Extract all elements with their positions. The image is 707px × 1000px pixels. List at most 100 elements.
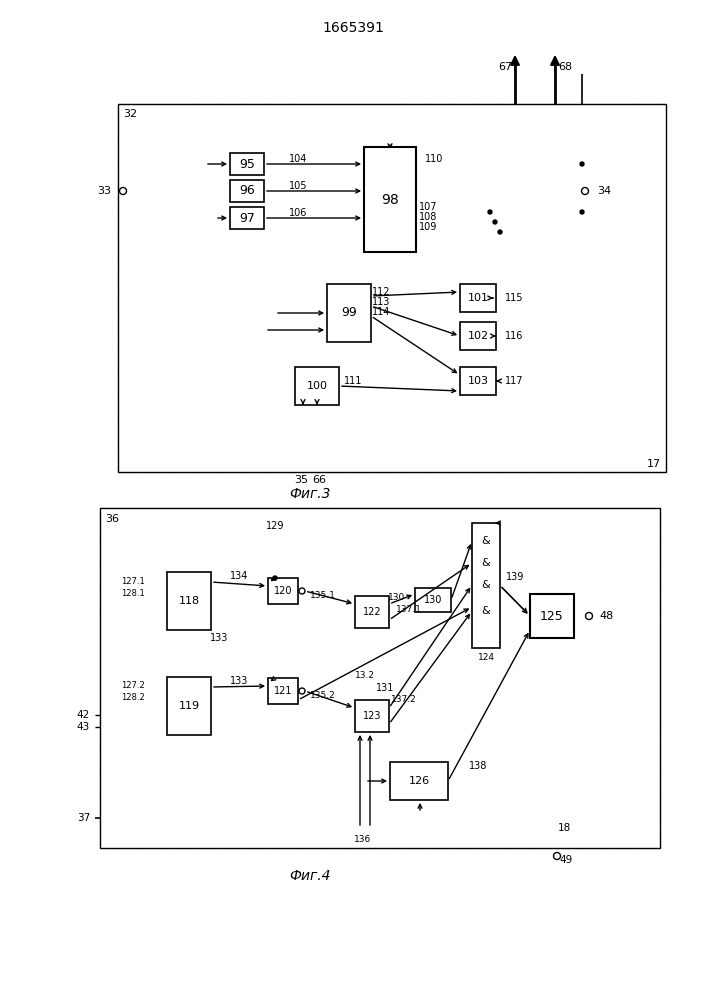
- Text: 118: 118: [178, 596, 199, 606]
- Circle shape: [581, 188, 588, 194]
- Text: 139: 139: [506, 572, 524, 582]
- Text: 18: 18: [557, 823, 571, 833]
- Text: 131: 131: [376, 683, 395, 693]
- Circle shape: [119, 188, 127, 194]
- Bar: [100, 508, 660, 848]
- Bar: [355, 596, 389, 628]
- Text: 17: 17: [647, 459, 661, 469]
- Text: 42: 42: [77, 710, 90, 720]
- Bar: [230, 207, 264, 229]
- Text: 97: 97: [239, 212, 255, 225]
- Text: 135.1: 135.1: [310, 591, 336, 600]
- Bar: [355, 700, 389, 732]
- Text: 128.1: 128.1: [121, 588, 145, 597]
- Text: 122: 122: [363, 607, 381, 617]
- Bar: [230, 153, 264, 175]
- Text: 112: 112: [372, 287, 390, 297]
- Text: 135.2: 135.2: [310, 692, 336, 700]
- Text: 108: 108: [419, 212, 437, 222]
- Text: 102: 102: [467, 331, 489, 341]
- Bar: [167, 572, 211, 630]
- Circle shape: [498, 230, 502, 234]
- Bar: [530, 594, 574, 638]
- Text: 138: 138: [469, 761, 487, 771]
- Text: 115: 115: [505, 293, 523, 303]
- Text: 119: 119: [178, 701, 199, 711]
- Text: 130: 130: [388, 593, 406, 602]
- Text: 137.1: 137.1: [396, 605, 422, 614]
- Text: 103: 103: [467, 376, 489, 386]
- Bar: [268, 678, 298, 704]
- Text: 32: 32: [123, 109, 137, 119]
- Text: 117: 117: [505, 376, 523, 386]
- Text: &: &: [481, 536, 491, 546]
- Text: 128.2: 128.2: [121, 694, 145, 702]
- Text: 34: 34: [597, 186, 611, 196]
- Circle shape: [493, 220, 497, 224]
- Text: 107: 107: [419, 202, 437, 212]
- Text: 109: 109: [419, 222, 437, 232]
- Text: 121: 121: [274, 686, 292, 696]
- Bar: [415, 588, 451, 612]
- Bar: [118, 104, 666, 472]
- Text: 13.2: 13.2: [355, 672, 375, 680]
- Text: &: &: [481, 606, 491, 616]
- Text: 49: 49: [559, 855, 573, 865]
- Text: &: &: [481, 558, 491, 568]
- Text: 66: 66: [312, 475, 326, 485]
- Bar: [327, 284, 371, 342]
- Circle shape: [273, 576, 277, 580]
- Text: 126: 126: [409, 776, 430, 786]
- Text: 124: 124: [477, 653, 494, 662]
- Text: 68: 68: [558, 62, 572, 72]
- Text: 134: 134: [230, 571, 248, 581]
- Text: 129: 129: [266, 521, 284, 531]
- Text: 33: 33: [97, 186, 111, 196]
- Text: 35: 35: [294, 475, 308, 485]
- Circle shape: [299, 588, 305, 594]
- Bar: [364, 147, 416, 252]
- Text: 105: 105: [288, 181, 308, 191]
- Bar: [167, 677, 211, 735]
- Text: 133: 133: [210, 633, 228, 643]
- Text: 104: 104: [289, 154, 307, 164]
- Text: Фиг.4: Фиг.4: [289, 869, 331, 883]
- Text: 67: 67: [498, 62, 512, 72]
- Bar: [460, 367, 496, 395]
- Text: 48: 48: [599, 611, 613, 621]
- Text: 125: 125: [540, 609, 564, 622]
- Circle shape: [299, 688, 305, 694]
- Text: 136: 136: [354, 834, 372, 844]
- Text: 43: 43: [77, 722, 90, 732]
- Bar: [268, 578, 298, 604]
- Bar: [472, 523, 500, 648]
- Text: 130: 130: [423, 595, 442, 605]
- Text: 113: 113: [372, 297, 390, 307]
- Text: 99: 99: [341, 306, 357, 320]
- Bar: [460, 284, 496, 312]
- Bar: [295, 367, 339, 405]
- Text: 123: 123: [363, 711, 381, 721]
- Text: 36: 36: [105, 514, 119, 524]
- Text: 116: 116: [505, 331, 523, 341]
- Bar: [460, 322, 496, 350]
- Bar: [230, 180, 264, 202]
- Text: 127.1: 127.1: [121, 576, 145, 585]
- Text: 114: 114: [372, 307, 390, 317]
- Circle shape: [585, 612, 592, 619]
- Circle shape: [580, 210, 584, 214]
- Text: 100: 100: [307, 381, 327, 391]
- Bar: [390, 762, 448, 800]
- Text: Фиг.3: Фиг.3: [289, 487, 331, 501]
- Text: 1665391: 1665391: [322, 21, 384, 35]
- Text: 120: 120: [274, 586, 292, 596]
- Text: 127.2: 127.2: [121, 682, 145, 690]
- Text: 106: 106: [289, 208, 307, 218]
- Text: 37: 37: [77, 813, 90, 823]
- Text: 98: 98: [381, 192, 399, 207]
- Circle shape: [554, 852, 561, 859]
- Text: 110: 110: [425, 154, 443, 164]
- Text: 101: 101: [467, 293, 489, 303]
- Text: 95: 95: [239, 157, 255, 170]
- Text: &: &: [481, 580, 491, 590]
